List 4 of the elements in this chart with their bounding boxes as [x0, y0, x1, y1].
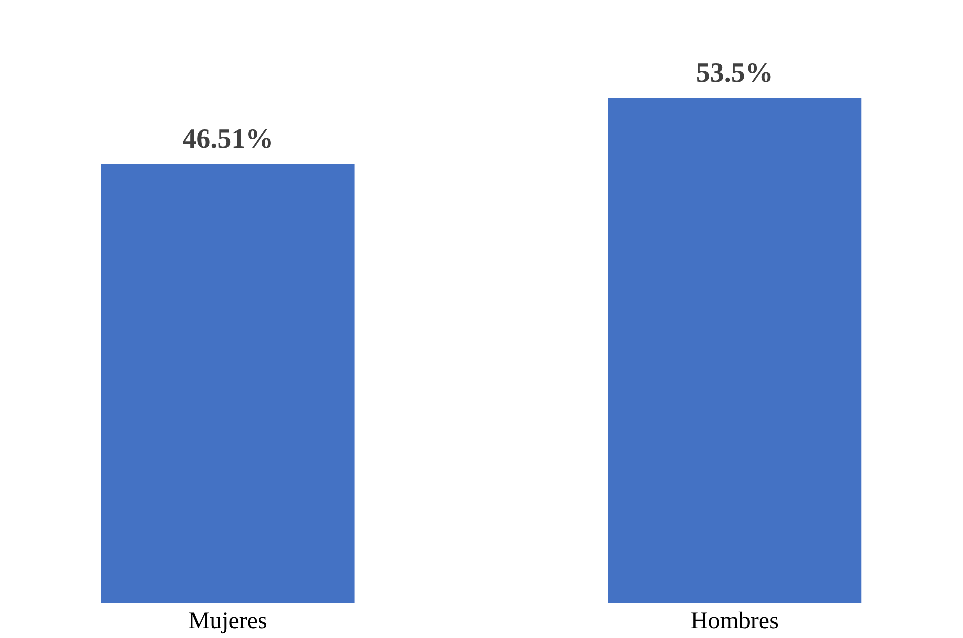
x-tick-label: Mujeres — [188, 608, 268, 634]
x-tick-label: Hombres — [690, 608, 779, 634]
data-label: 46.51% — [182, 124, 274, 155]
data-label: 53.5% — [696, 58, 774, 89]
